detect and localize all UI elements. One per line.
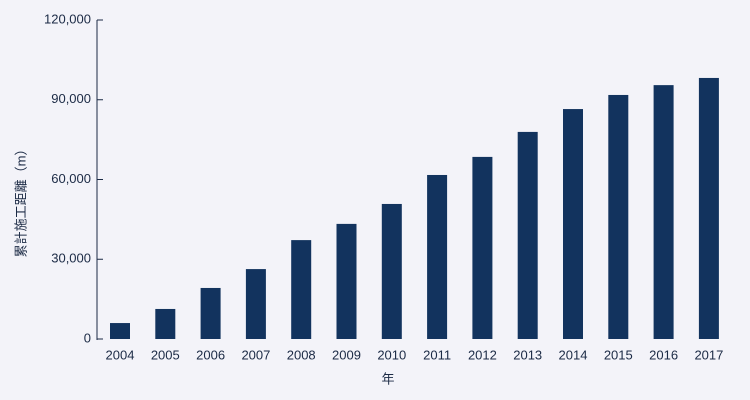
x-tick-label: 2004 [106, 347, 135, 362]
bar [563, 109, 583, 339]
y-tick-label: 90,000 [51, 91, 91, 106]
x-tick-label: 2008 [287, 347, 316, 362]
bar [200, 287, 221, 339]
x-axis-label: 年 [381, 371, 394, 386]
y-axis-label: 累計施工距離（m） [13, 143, 28, 258]
x-tick-label: 2007 [241, 347, 270, 362]
x-tick-label: 2013 [513, 347, 542, 362]
bar [698, 77, 719, 340]
y-tick-label: 0 [84, 330, 91, 345]
x-tick-label: 2011 [423, 347, 451, 362]
x-tick-label: 2015 [604, 347, 633, 362]
bar [427, 174, 448, 339]
bar [608, 94, 629, 339]
bar [472, 156, 493, 339]
x-tick-label: 2010 [377, 347, 406, 362]
y-tick-label: 60,000 [51, 171, 91, 186]
x-tick-label: 2014 [559, 347, 588, 362]
bar [245, 269, 266, 339]
bar [381, 203, 402, 339]
bar [110, 323, 130, 339]
bar [336, 223, 357, 339]
x-tick-label: 2005 [151, 347, 180, 362]
bar [653, 85, 674, 339]
x-tick-label: 2012 [468, 347, 497, 362]
y-tick-label: 120,000 [44, 11, 91, 26]
x-tick-label: 2016 [649, 347, 678, 362]
y-tick-label: 30,000 [51, 251, 91, 266]
x-tick-label: 2009 [332, 347, 361, 362]
x-tick-label: 2017 [694, 347, 723, 362]
bar [517, 131, 538, 339]
x-tick-label: 2006 [196, 347, 225, 362]
bar [291, 240, 312, 339]
bar [155, 308, 176, 339]
